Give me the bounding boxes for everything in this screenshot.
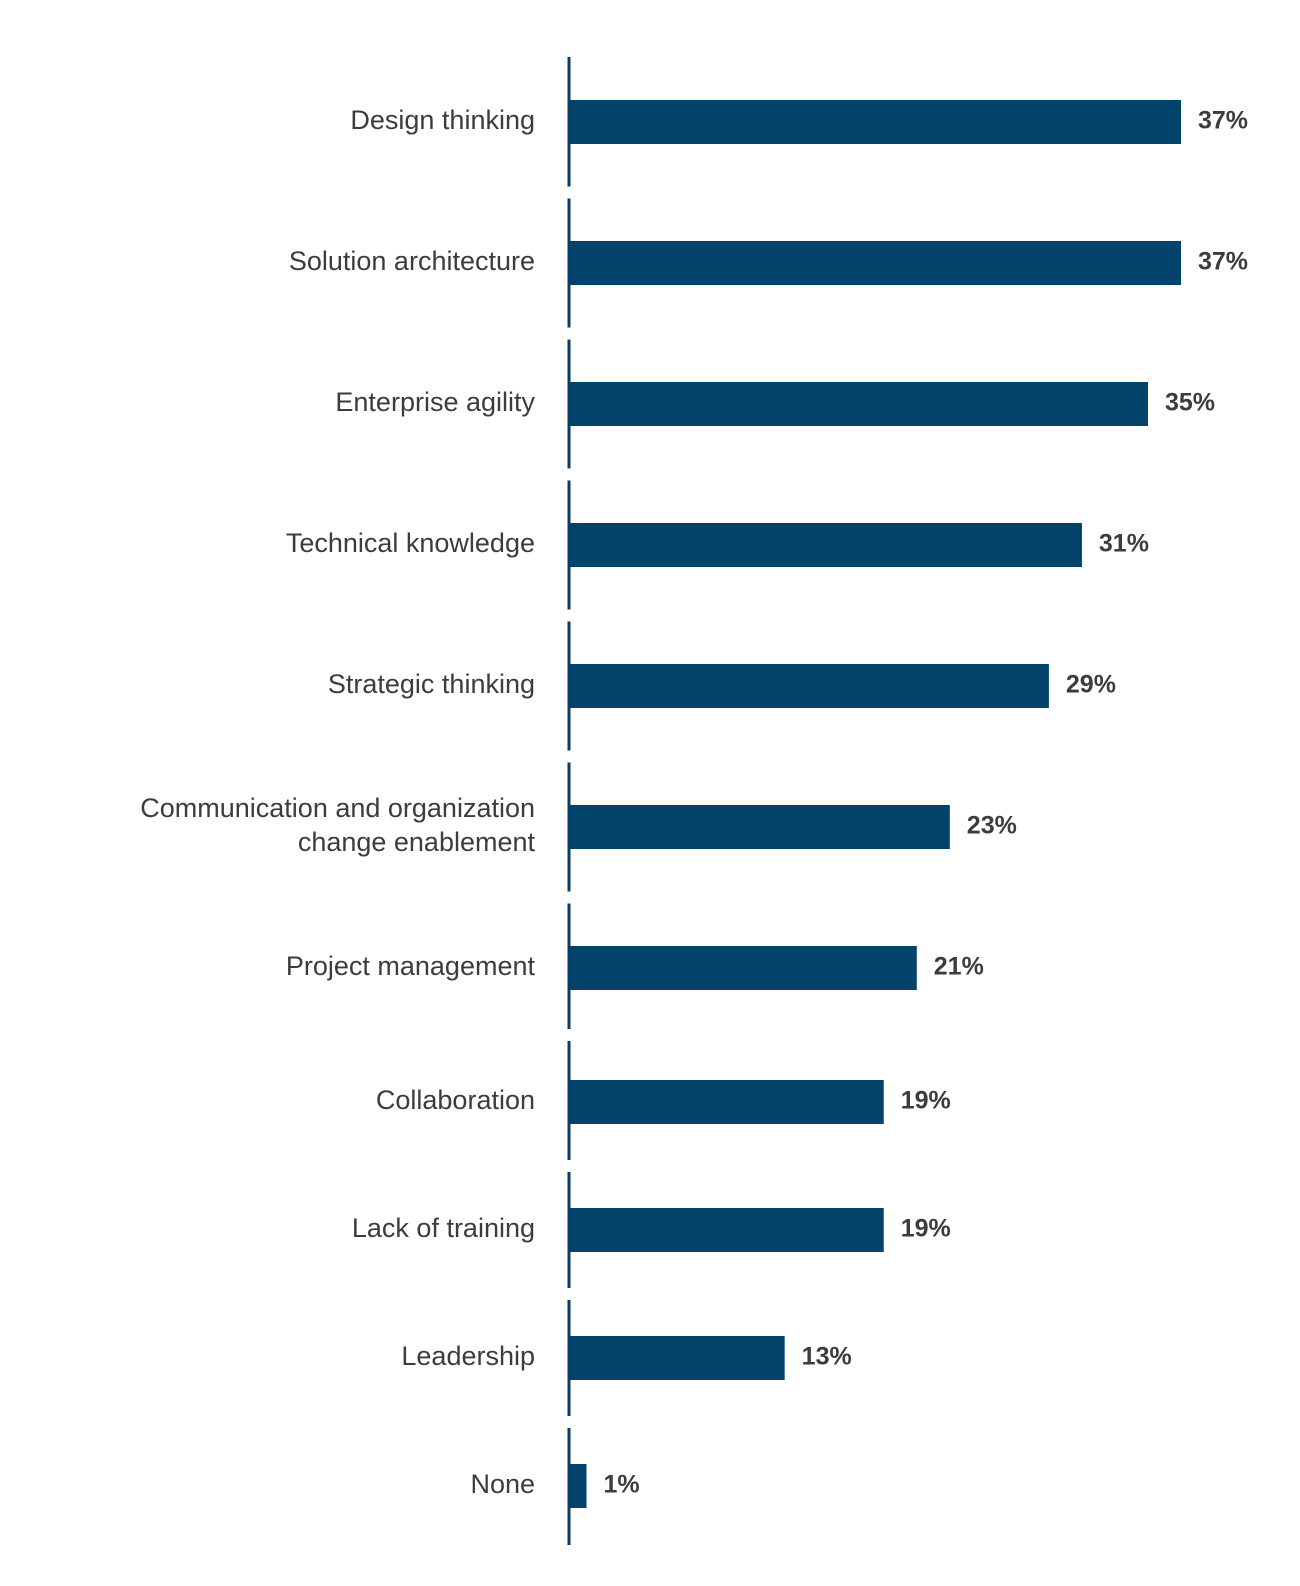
category-label: Leadership: [401, 1341, 535, 1371]
category-label: Collaboration: [376, 1085, 535, 1115]
bar: [570, 805, 950, 849]
value-label: 19%: [901, 1215, 951, 1243]
value-label: 37%: [1198, 248, 1248, 276]
category-label: Enterprise agility: [335, 387, 535, 417]
category-label: Solution architecture: [289, 246, 535, 276]
value-label: 19%: [901, 1087, 951, 1115]
bar: [570, 1464, 587, 1508]
value-label: 13%: [802, 1343, 852, 1371]
bar: [570, 1336, 785, 1380]
value-label: 23%: [967, 812, 1017, 840]
value-label: 29%: [1066, 671, 1116, 699]
bar: [570, 382, 1148, 426]
category-label: change enablement: [298, 827, 536, 857]
category-label: Technical knowledge: [286, 528, 535, 558]
bar: [570, 523, 1082, 567]
value-label: 37%: [1198, 107, 1248, 135]
value-label: 21%: [934, 953, 984, 981]
bar: [570, 241, 1181, 285]
category-label: Communication and organization: [140, 793, 535, 823]
value-label: 1%: [604, 1471, 640, 1499]
category-label: None: [470, 1469, 535, 1499]
bar: [570, 664, 1049, 708]
value-label: 31%: [1099, 530, 1149, 558]
category-label: Project management: [286, 951, 536, 981]
bar: [570, 946, 917, 990]
category-label: Lack of training: [352, 1213, 535, 1243]
bar: [570, 1208, 884, 1252]
category-label: Design thinking: [350, 105, 535, 135]
value-label: 35%: [1165, 389, 1215, 417]
bar: [570, 1080, 884, 1124]
category-label: Strategic thinking: [328, 669, 535, 699]
bar: [570, 100, 1181, 144]
